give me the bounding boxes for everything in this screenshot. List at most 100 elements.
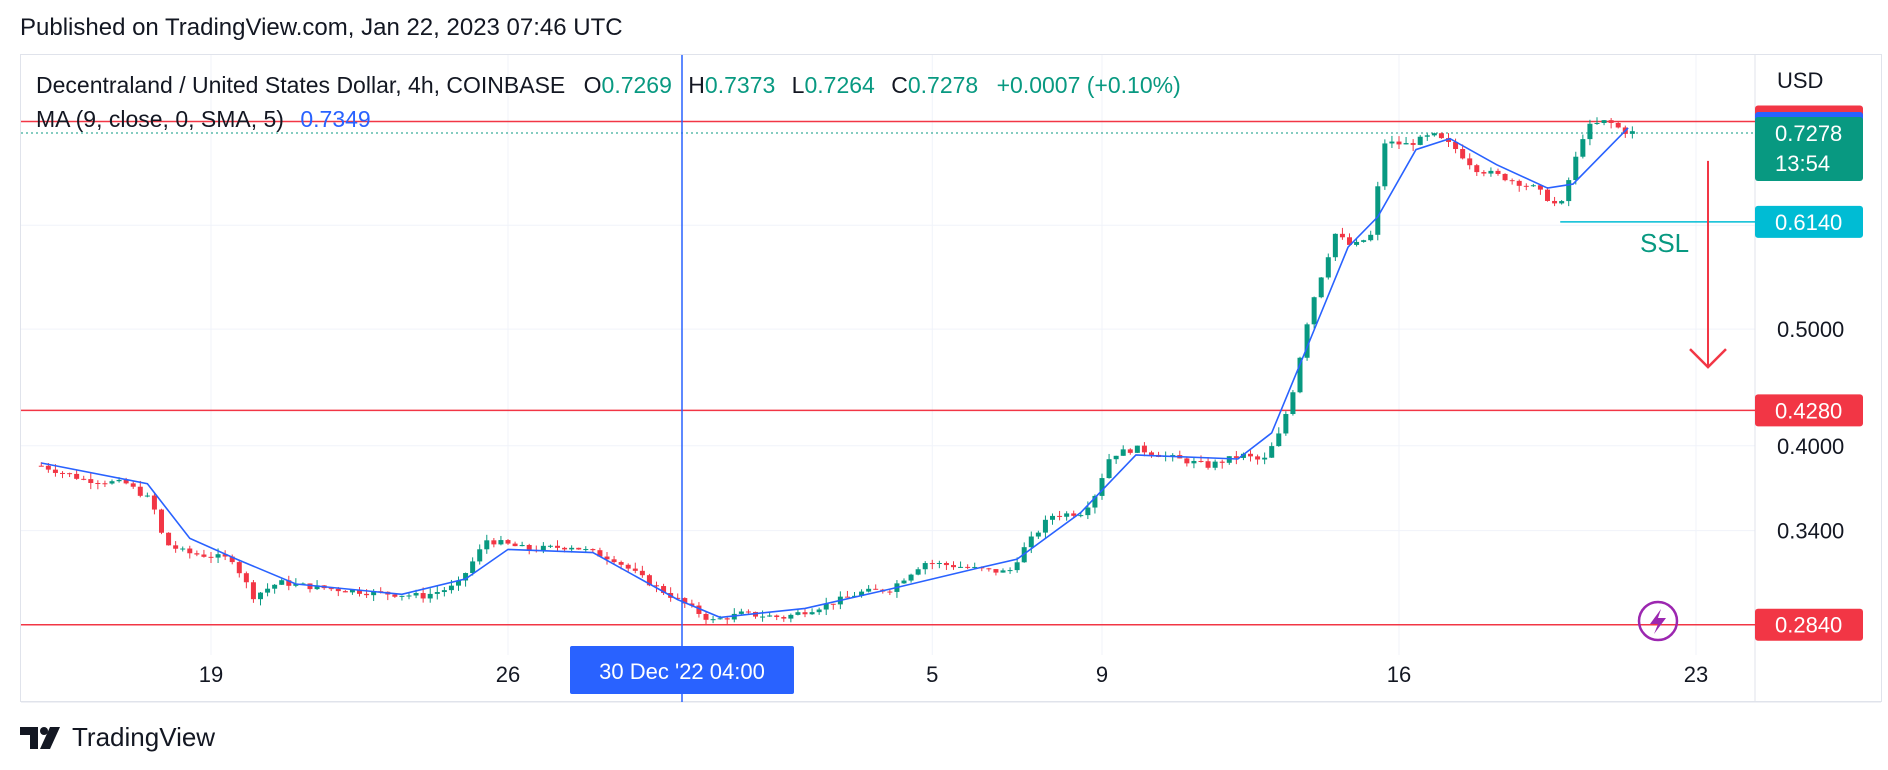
- candle-body: [1339, 233, 1345, 238]
- candle: [1495, 168, 1501, 176]
- candle-body: [1375, 186, 1381, 235]
- candle-body: [1149, 452, 1154, 455]
- candle: [1127, 448, 1133, 455]
- candle-body: [781, 617, 787, 619]
- candle-body: [908, 574, 914, 581]
- candle-body: [130, 483, 136, 487]
- candle-body: [689, 603, 695, 606]
- candle: [993, 569, 999, 576]
- candle-body: [922, 563, 928, 570]
- candle-body: [1453, 141, 1459, 150]
- candle-body: [335, 588, 341, 592]
- candle-body: [675, 597, 681, 599]
- tradingview-logo[interactable]: TradingView: [20, 722, 215, 753]
- candle-body: [413, 593, 419, 596]
- price-axis: USD0.34000.40000.50000.74400.73490.72781…: [1755, 68, 1863, 641]
- candle: [1438, 132, 1444, 139]
- candle: [1467, 153, 1473, 170]
- candle: [166, 532, 172, 546]
- high-value: 0.7373: [704, 72, 776, 98]
- candle: [788, 613, 794, 623]
- candle-body: [597, 550, 603, 557]
- candle: [88, 473, 94, 490]
- candle: [986, 567, 992, 572]
- candle: [95, 480, 101, 490]
- candle-body: [123, 479, 129, 484]
- candle-body: [38, 465, 44, 467]
- candle-body: [1191, 460, 1197, 464]
- candle-body: [215, 554, 221, 558]
- time-tick: 5: [926, 662, 938, 687]
- candle: [1509, 178, 1515, 185]
- candle-body: [151, 495, 157, 510]
- candle-body: [194, 553, 200, 555]
- candle: [1629, 126, 1635, 139]
- candle: [1559, 200, 1565, 205]
- ma-label[interactable]: MA (9, close, 0, SMA, 5): [36, 106, 284, 132]
- last-price-label-text: 0.7278: [1775, 121, 1842, 146]
- candle-body: [1629, 131, 1635, 134]
- candle: [1226, 456, 1232, 465]
- candle-body: [1297, 357, 1303, 393]
- lightning-icon[interactable]: [1637, 600, 1679, 642]
- candle: [1042, 515, 1048, 539]
- candle-body: [1276, 433, 1282, 447]
- candle: [915, 567, 921, 576]
- candle-body: [1141, 445, 1147, 453]
- candle-body: [1000, 570, 1006, 573]
- candle: [1057, 510, 1063, 521]
- candle-body: [144, 495, 150, 497]
- candle-body: [448, 585, 454, 591]
- candle-body: [1064, 513, 1070, 517]
- candle-body: [1255, 456, 1261, 460]
- candle: [894, 580, 900, 598]
- close-value: 0.7278: [907, 72, 979, 98]
- symbol-title[interactable]: Decentraland / United States Dollar, 4h,…: [36, 72, 566, 98]
- candle-body: [1424, 135, 1430, 137]
- candle: [1481, 170, 1487, 177]
- crosshair-time-box: [570, 646, 794, 694]
- ohlc-legend: Decentraland / United States Dollar, 4h,…: [36, 72, 1181, 99]
- candle-body: [1580, 139, 1586, 157]
- candle-body: [1085, 507, 1091, 516]
- candle: [1552, 196, 1558, 207]
- candle: [1120, 445, 1126, 456]
- support-mid-label-text: 0.4280: [1775, 398, 1842, 423]
- candle: [1354, 238, 1360, 247]
- candle-body: [1488, 170, 1494, 174]
- candle: [519, 541, 525, 547]
- candle-body: [1283, 414, 1289, 434]
- candle: [159, 508, 164, 535]
- candle: [873, 584, 879, 590]
- candle: [498, 535, 504, 546]
- candle: [696, 602, 702, 618]
- candle-body: [314, 585, 320, 590]
- candle-body: [434, 592, 440, 594]
- candle-body: [243, 573, 249, 583]
- candle: [1233, 451, 1239, 465]
- candle-body: [830, 603, 836, 605]
- candle: [151, 493, 157, 515]
- candle: [597, 547, 603, 557]
- candle-body: [286, 580, 292, 586]
- candle-body: [81, 478, 87, 480]
- candle: [265, 583, 271, 597]
- candle-body: [901, 580, 907, 584]
- ssl-label-text: 0.6140: [1775, 210, 1842, 235]
- candle: [1212, 459, 1218, 471]
- candle: [406, 593, 412, 600]
- candle-body: [738, 611, 744, 614]
- candle-body: [1566, 180, 1572, 202]
- candle: [328, 587, 334, 592]
- open-value: 0.7269: [601, 72, 672, 98]
- candle-body: [1601, 120, 1607, 123]
- candle: [774, 614, 780, 621]
- candle-body: [654, 585, 659, 587]
- candle: [710, 615, 716, 624]
- candle-body: [993, 569, 999, 573]
- candle-body: [555, 545, 560, 548]
- candle-body: [477, 549, 483, 562]
- candle-body: [180, 548, 186, 550]
- candle: [349, 589, 355, 595]
